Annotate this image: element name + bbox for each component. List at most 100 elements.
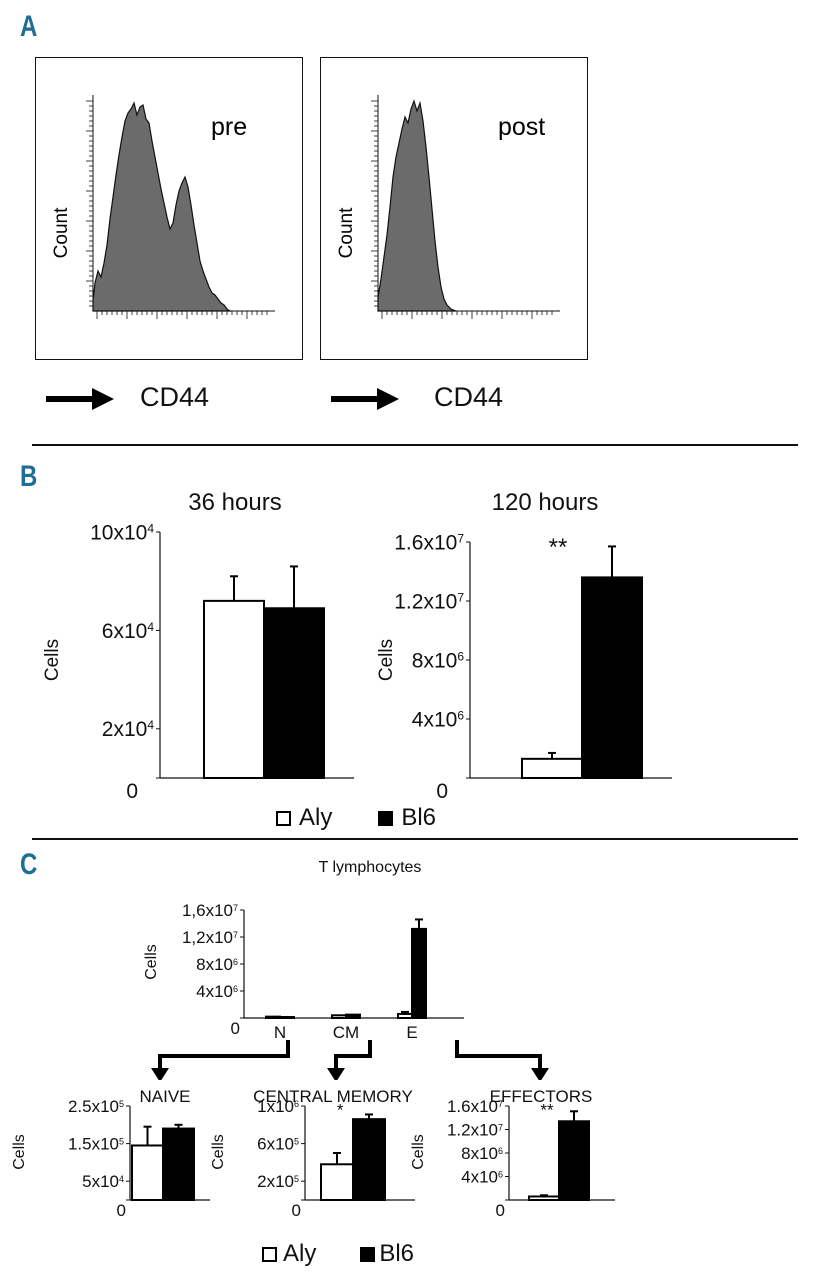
histogram-xlabel-pre: CD44 (140, 382, 210, 412)
chart-title: NAIVE (139, 1087, 190, 1106)
y-tick-label: 4x106 (412, 708, 465, 731)
y-tick-label: 6x104 (102, 620, 155, 643)
bar-bl6 (558, 1120, 590, 1201)
y-tick-label: 2x105 (257, 1172, 299, 1191)
legend-label-bl6: Bl6 (379, 1240, 415, 1267)
legend-swatch-aly (262, 1246, 277, 1262)
y-tick-label: 1.6x107 (447, 1097, 503, 1116)
bar-aly (131, 1144, 164, 1202)
y-tick-label: 4x106 (196, 982, 238, 1001)
arrow-to-naive (158, 1040, 290, 1070)
arrow-head-icon (151, 1068, 169, 1080)
chart-36-hours: 36 hours 0 2x104 6x104 10x104 Cells (42, 489, 354, 803)
panel-label-c: C (20, 848, 38, 881)
y-tick-label: 1x106 (257, 1097, 299, 1116)
bar-bl6 (279, 1015, 295, 1020)
bar-bl6 (263, 607, 325, 779)
chart-title: 120 hours (492, 489, 599, 516)
arrow-head-icon (327, 1068, 345, 1080)
histogram-frame-post: post Count (320, 57, 588, 360)
y-axis-label: Cells (143, 944, 160, 980)
y-tick-label: 8x106 (412, 649, 465, 672)
arrow-to-central-memory (334, 1040, 372, 1070)
bar-bl6 (352, 1118, 386, 1201)
y-tick-label: 1.2x107 (394, 590, 464, 613)
axis-ticks (85, 100, 267, 319)
y-tick-label: 10x104 (90, 521, 154, 544)
arrow-head-icon (531, 1068, 549, 1080)
chart-naive: NAIVE 0 5x104 1.5x105 2.5x105 Cells (11, 1087, 210, 1220)
histogram-label-pre: pre (211, 113, 247, 141)
significance-stars: ** (540, 1100, 554, 1119)
histogram-label-post: post (498, 113, 545, 141)
branch-arrows (151, 1040, 549, 1080)
x-tick-label: N (274, 1023, 286, 1042)
y-tick-label: 6x105 (257, 1135, 299, 1154)
chart-title: T lymphocytes (319, 859, 422, 876)
y-tick-label: 1,6x107 (182, 901, 238, 920)
section-divider (32, 444, 798, 446)
y-axis-label: Cells (210, 1134, 227, 1170)
arrow-right-icon (331, 388, 399, 410)
x-tick-label: CM (333, 1023, 359, 1042)
y-axis-label: Cells (11, 1134, 28, 1170)
significance-stars: * (337, 1100, 344, 1119)
chart-120-hours: 120 hours 0 4x106 8x106 1.2x107 1.6x107 Cells *… (376, 489, 672, 803)
legend-c: Aly Bl6 (262, 1240, 414, 1268)
bar-aly (528, 1195, 560, 1201)
y-tick-label: 8x106 (196, 955, 238, 974)
histogram-ylabel: Count (336, 206, 357, 257)
y-tick-label: 1.5x105 (68, 1135, 124, 1154)
y-tick-label: 4x106 (461, 1167, 503, 1186)
significance-stars: ** (549, 534, 568, 561)
chart-title: CENTRAL MEMORY (253, 1087, 413, 1106)
y-tick-label: 0 (231, 1019, 240, 1038)
histogram-distribution (91, 100, 232, 312)
y-tick-label: 1.2x107 (447, 1120, 503, 1139)
y-tick-label: 1.6x107 (394, 531, 464, 554)
legend-swatch-aly (276, 810, 291, 826)
legend-label-bl6: Bl6 (401, 804, 437, 831)
section-divider (32, 838, 798, 840)
y-tick-label: 2.5x105 (68, 1097, 124, 1116)
arrow-right-icon (46, 388, 114, 410)
y-tick-label: 8x106 (461, 1144, 503, 1163)
bar-bl6 (411, 927, 427, 1019)
y-tick-label: 0 (436, 780, 448, 803)
arrow-to-effectors (455, 1040, 542, 1070)
y-tick-label: 1,2x107 (182, 928, 238, 947)
histogram-pre: pre Count (51, 94, 275, 319)
bar-bl6 (162, 1127, 195, 1202)
legend-label-aly: Aly (299, 804, 333, 831)
chart-central-memory: CENTRAL MEMORY 0 2x105 6x105 1x106 Cells * (210, 1087, 415, 1220)
x-tick-label: E (406, 1023, 417, 1042)
y-tick-label: 5x104 (82, 1172, 124, 1191)
y-tick-label: 0 (126, 780, 138, 803)
histogram-xlabel-post: CD44 (434, 382, 504, 412)
histogram-post: post Count (336, 94, 560, 319)
y-axis-label: Cells (42, 639, 63, 681)
chart-title: 36 hours (188, 489, 281, 516)
chart-title: EFFECTORS (490, 1087, 593, 1106)
legend-swatch-bl6 (378, 810, 394, 826)
legend-b: Aly Bl6 (276, 804, 436, 832)
chart-t-lymphocytes: T lymphocytes 0 4x106 8x106 1,2x107 1,6x107 Ce… (143, 859, 464, 1042)
panel-label-b: B (20, 460, 38, 493)
histogram-frame-pre: pre Count (35, 57, 303, 360)
y-tick-label: 0 (117, 1201, 126, 1220)
bar-aly (203, 599, 265, 779)
y-axis-label: Cells (376, 639, 397, 681)
y-tick-label: 0 (292, 1201, 301, 1220)
histogram-distribution (376, 98, 456, 312)
bar-bl6 (345, 1013, 361, 1019)
y-axis-label: Cells (410, 1134, 427, 1170)
chart-effectors: EFFECTORS 0 4x106 8x106 1.2x107 1.6x107 Cells *… (410, 1087, 615, 1220)
legend-swatch-bl6 (360, 1246, 376, 1262)
panel-label-a: A (20, 10, 38, 43)
legend-label-aly: Aly (283, 1240, 317, 1267)
bar-bl6 (581, 576, 643, 780)
bar-aly (521, 757, 583, 780)
axis-ticks (370, 100, 552, 319)
y-tick-label: 0 (496, 1201, 505, 1220)
histogram-ylabel: Count (51, 206, 72, 257)
